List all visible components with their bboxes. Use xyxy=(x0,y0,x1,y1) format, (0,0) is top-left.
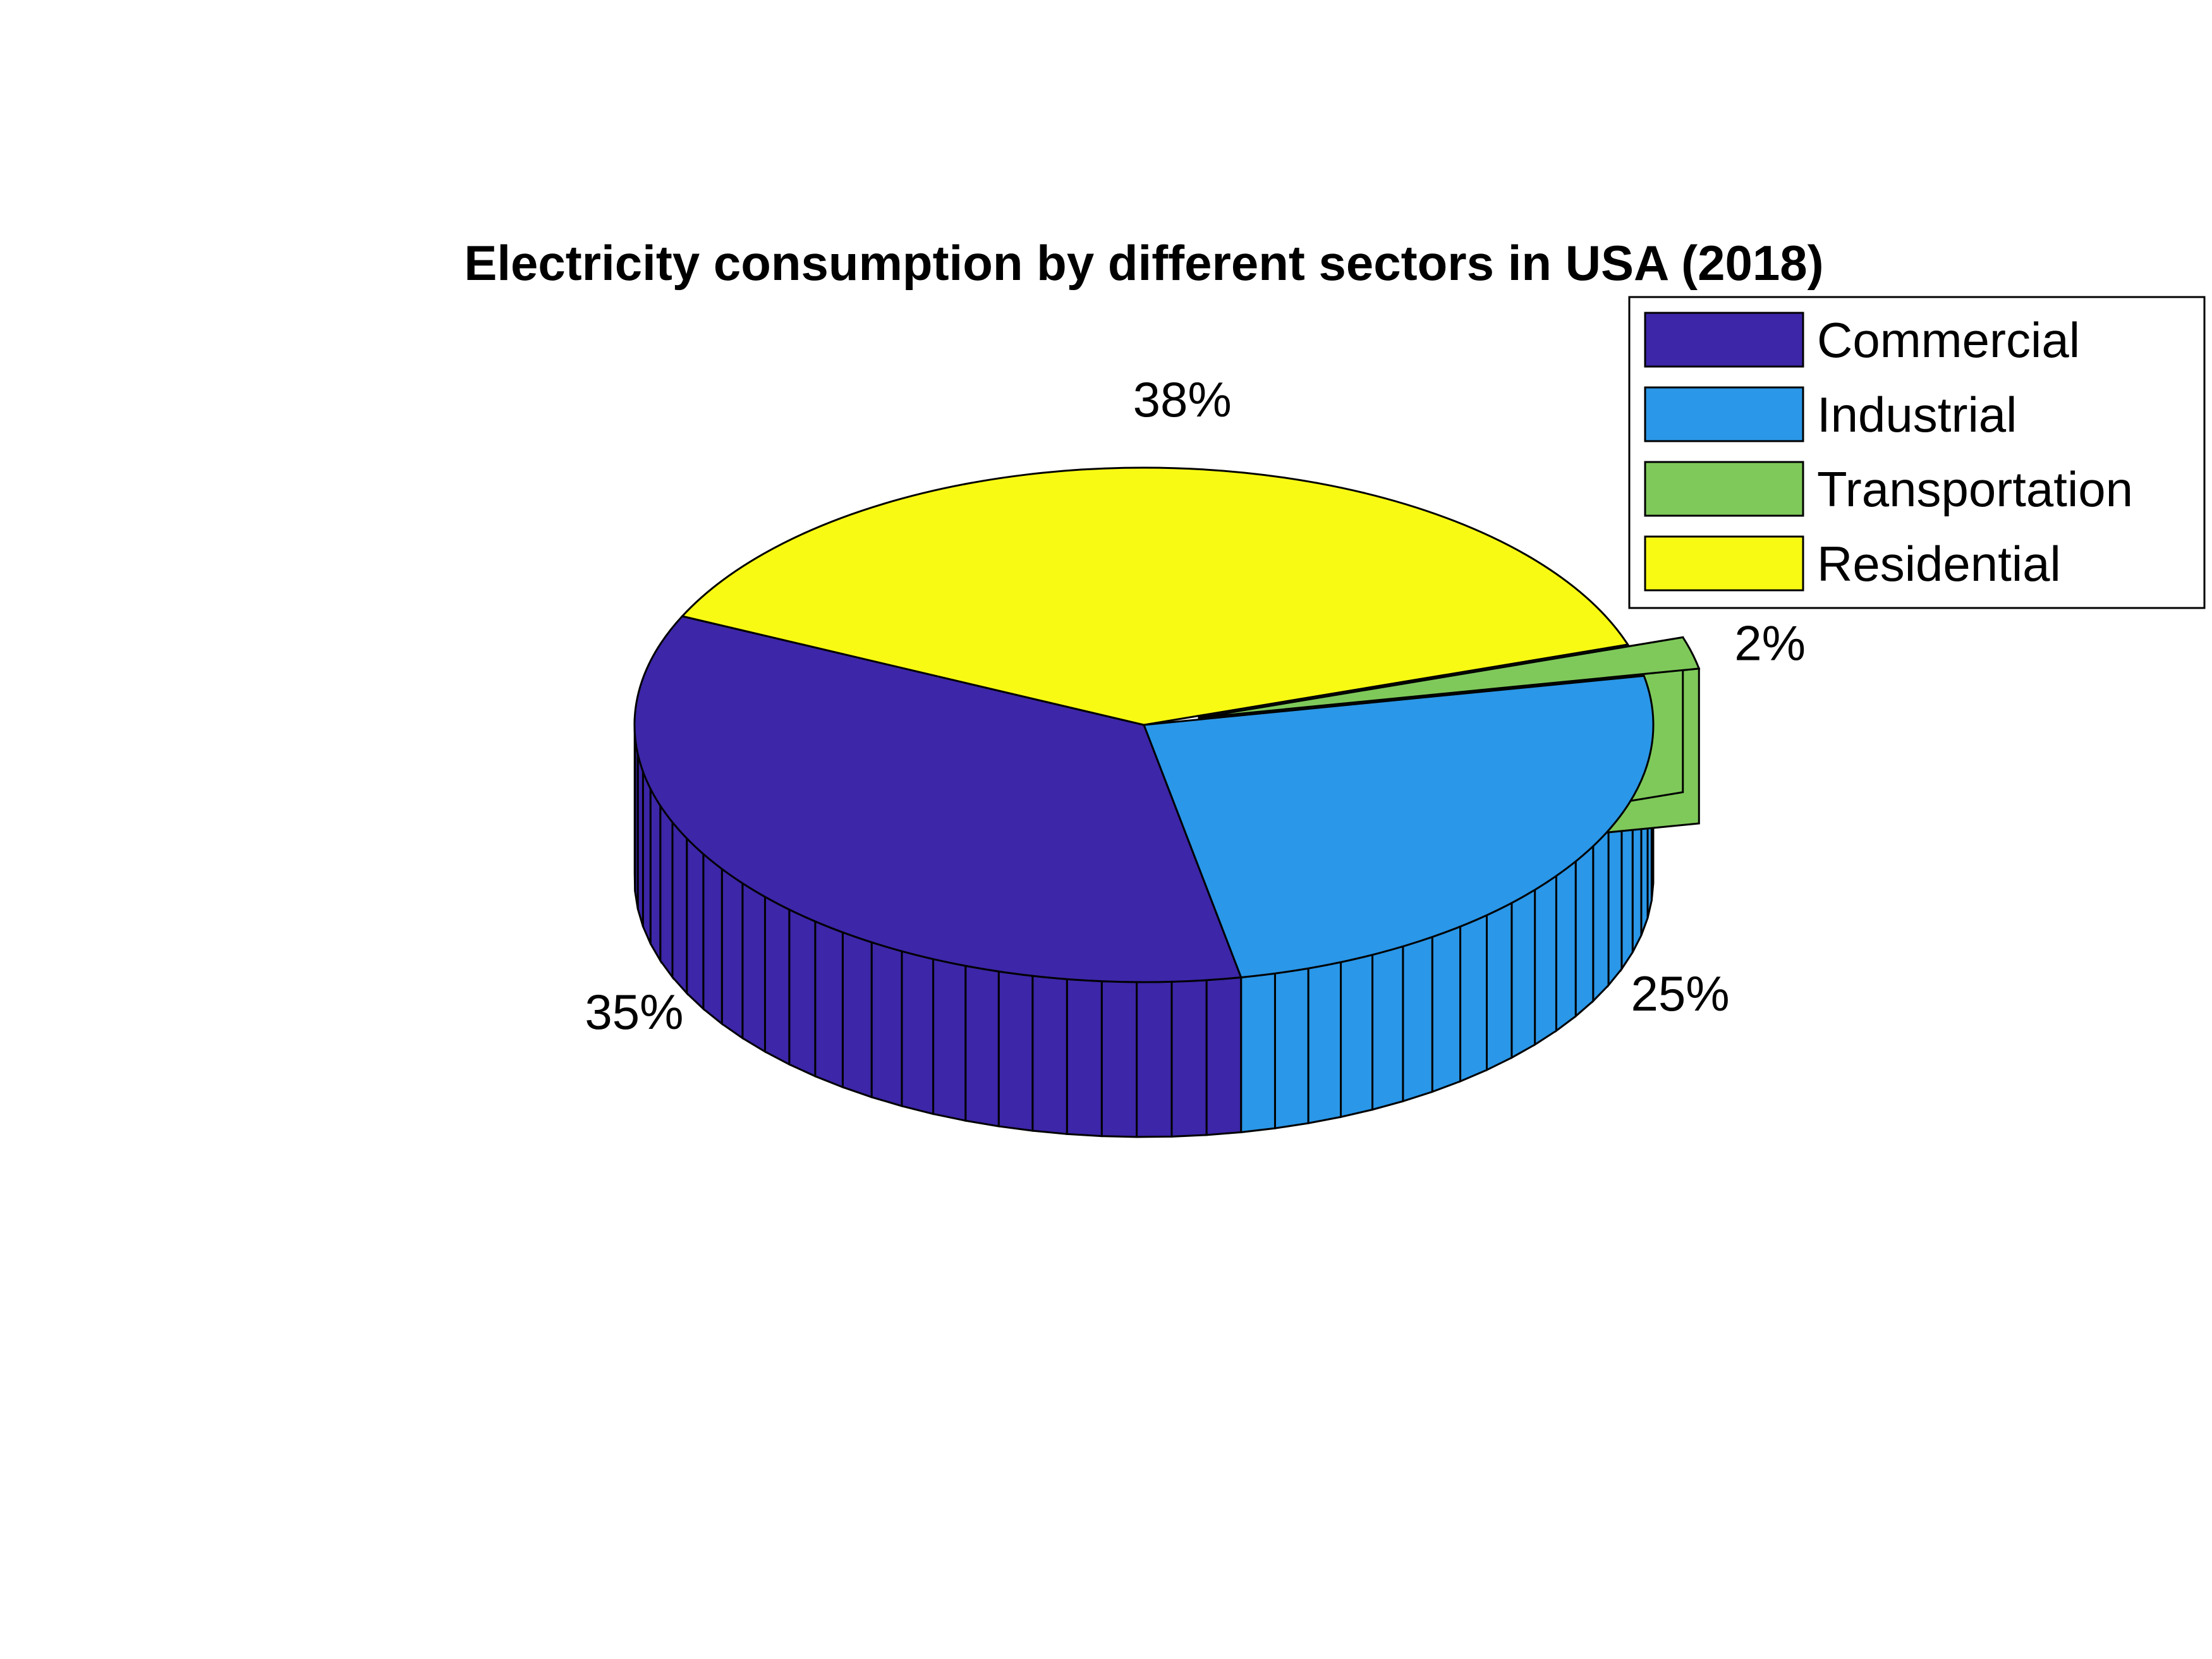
side-commercial xyxy=(763,895,791,1066)
side-commercial xyxy=(702,852,723,1026)
side-commercial xyxy=(641,771,652,944)
chart-title: Electricity consumption by different sec… xyxy=(464,235,1823,291)
side-industrial xyxy=(1273,967,1310,1130)
legend: Commercial Industrial Transportation Reside… xyxy=(1628,296,2206,609)
side-industrial xyxy=(1607,811,1623,988)
side-commercial xyxy=(671,820,688,996)
side-commercial xyxy=(1031,975,1068,1135)
side-commercial xyxy=(720,867,744,1040)
side-commercial xyxy=(659,803,674,980)
side-commercial xyxy=(1066,978,1103,1138)
side-industrial xyxy=(1592,828,1610,1004)
pie-tops xyxy=(633,466,1701,983)
side-commercial xyxy=(1100,980,1138,1138)
side-commercial xyxy=(1136,980,1173,1138)
side-industrial xyxy=(1431,925,1462,1093)
percent-labels: 35% 25% 2% 38% xyxy=(585,372,1806,1040)
side-commercial xyxy=(686,836,705,1011)
side-industrial xyxy=(1534,874,1557,1047)
side-industrial xyxy=(1240,972,1276,1134)
legend-label-transportation: Transportation xyxy=(1817,461,2133,517)
legend-swatch-commercial xyxy=(1644,312,1804,368)
side-commercial xyxy=(788,908,817,1078)
percent-label-transportation: 2% xyxy=(1734,616,1806,671)
side-industrial xyxy=(1574,844,1595,1019)
side-industrial xyxy=(1510,888,1536,1060)
legend-swatch-transportation xyxy=(1644,461,1804,517)
side-commercial xyxy=(1170,979,1208,1138)
percent-label-commercial: 35% xyxy=(585,984,683,1040)
legend-label-residential: Residential xyxy=(1817,536,2061,592)
slice-commercial xyxy=(633,615,1243,983)
side-commercial xyxy=(932,957,967,1122)
side-commercial xyxy=(870,940,903,1108)
side-industrial xyxy=(1555,859,1577,1033)
side-commercial xyxy=(1205,976,1243,1136)
side-industrial xyxy=(1307,961,1342,1125)
side-industrial xyxy=(1340,953,1374,1119)
legend-swatch-residential xyxy=(1644,535,1804,592)
side-commercial xyxy=(841,931,873,1099)
side-commercial xyxy=(964,964,1000,1127)
side-commercial xyxy=(997,970,1034,1132)
slice-transportation xyxy=(1198,636,1701,719)
side-industrial xyxy=(1459,913,1488,1083)
side-industrial xyxy=(1402,935,1433,1103)
side-commercial xyxy=(741,881,766,1054)
side-industrial xyxy=(1485,901,1513,1072)
slice-residential xyxy=(680,466,1630,726)
slice-industrial xyxy=(1142,674,1655,979)
side-industrial xyxy=(1371,945,1404,1111)
percent-label-residential: 38% xyxy=(1133,372,1232,427)
legend-swatch-industrial xyxy=(1644,386,1804,442)
side-commercial xyxy=(901,950,935,1115)
legend-label-commercial: Commercial xyxy=(1817,312,2080,368)
legend-label-industrial: Industrial xyxy=(1817,387,2017,442)
side-commercial xyxy=(649,785,662,964)
side-commercial xyxy=(814,920,844,1089)
percent-label-industrial: 25% xyxy=(1631,966,1730,1021)
